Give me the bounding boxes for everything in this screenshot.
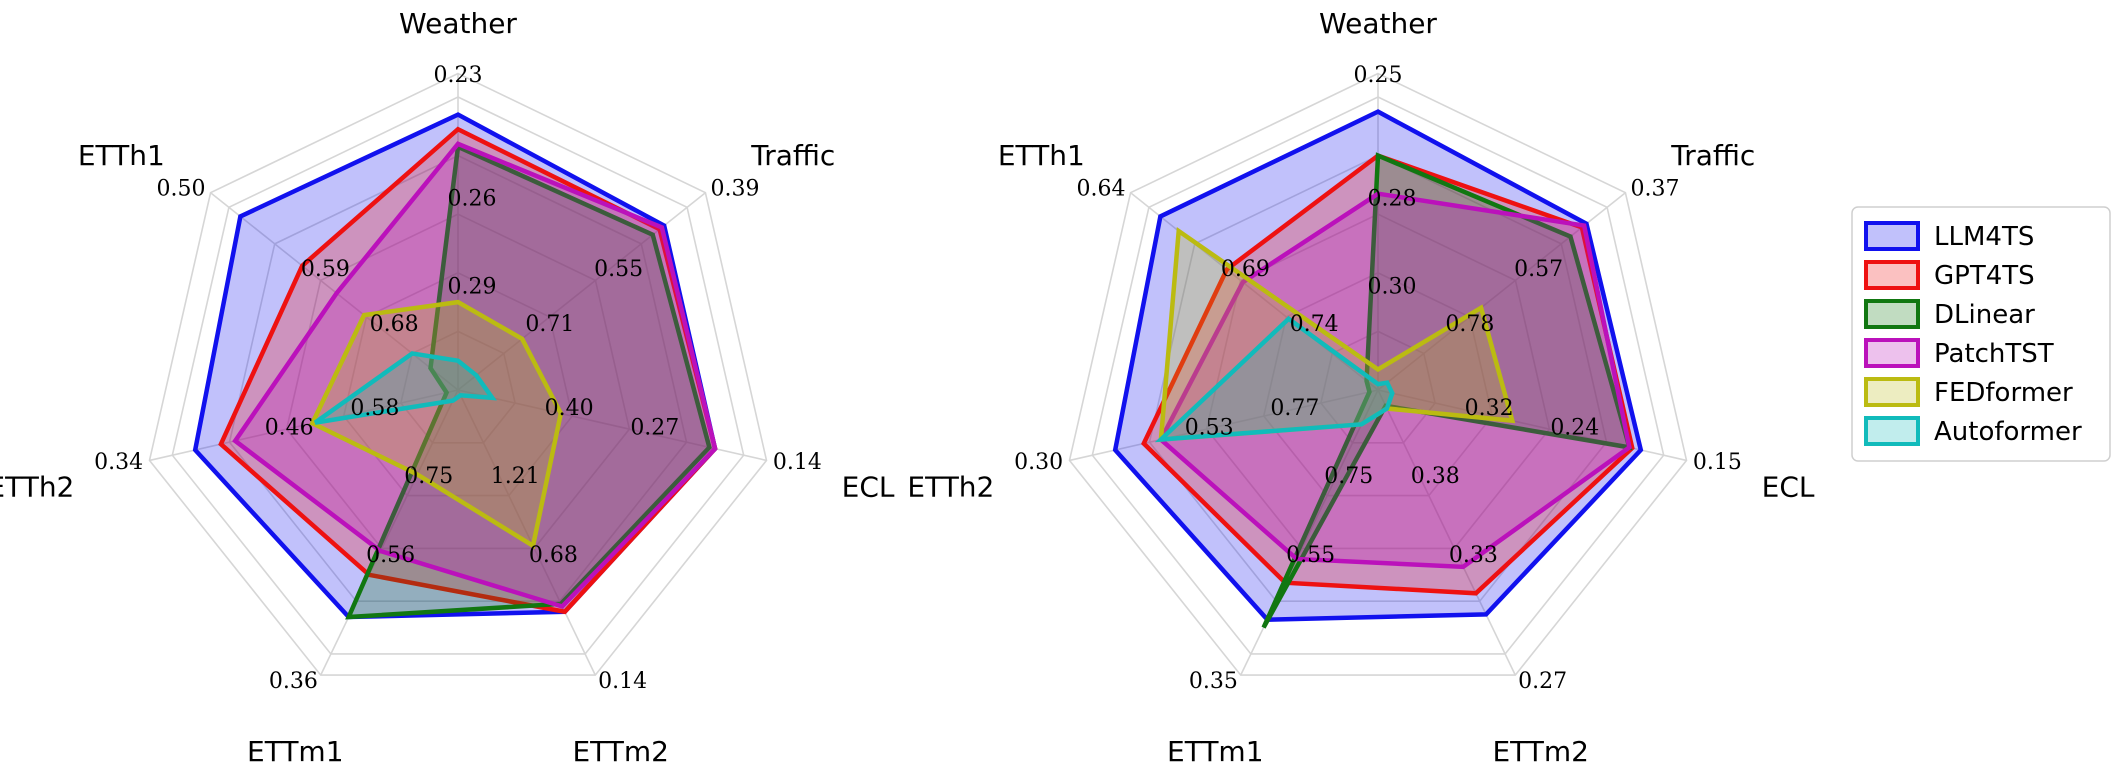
tick-label-weather-2: 0.26 [448,186,497,211]
legend-swatch-gpt4ts [1864,260,1920,290]
series-autoformer [1154,315,1395,443]
tick-label-ecl-2: 0.24 [1550,416,1599,441]
legend-swatch-patchtst [1864,338,1920,368]
legend-swatch-fedformer [1864,377,1920,407]
tick-label-ecl-1: 0.14 [773,450,822,475]
axis-label-etth1: ETTh1 [78,139,165,172]
spoke-ettm1 [319,389,459,676]
tick-label-etth1-3: 0.74 [1290,312,1339,337]
tick-label-ettm1-2: 0.55 [1286,543,1335,568]
tick-label-ettm1-2: 0.56 [366,543,415,568]
axis-label-traffic: Traffic [750,139,835,172]
axis-label-ettm1: ETTm1 [1167,735,1264,767]
tick-label-traffic-1: 0.37 [1631,177,1680,202]
tick-label-weather-3: 0.30 [1368,274,1417,299]
tick-label-weather-1: 0.23 [434,63,483,88]
tick-label-ettm2-1: 0.14 [598,669,647,694]
axis-label-etth2: ETTh2 [907,470,994,503]
spoke-etth2 [149,389,459,462]
grid-frame [148,72,768,676]
tick-label-ettm2-2: 0.68 [529,543,578,568]
radar-chart-right: 0.25 0.28 0.30 0.37 0.57 0.78 0.15 0.24 0.32 0.27… [907,7,1814,767]
axis-label-weather: Weather [399,7,517,40]
tick-label-traffic-2: 0.57 [1514,257,1563,282]
tick-label-ettm1-1: 0.35 [1189,669,1238,694]
grid-ring-3 [1205,213,1551,550]
radar-chart-left: 0.23 0.26 0.29 0.39 0.55 0.71 0.14 0.27 0.40 0.14… [0,7,895,767]
series-autoformer [313,351,497,425]
spoke-etth1 [210,192,459,391]
tick-label-weather-1: 0.25 [1354,63,1403,88]
grid-ring-5 [1091,96,1665,655]
tick-label-ettm1-1: 0.36 [269,669,318,694]
spoke-ecl [1377,389,1687,462]
axis-label-ettm1: ETTm1 [247,735,344,767]
tick-label-etth1-3: 0.68 [370,312,419,337]
grid-ring-2 [342,271,574,497]
tick-label-traffic-1: 0.39 [711,177,760,202]
series-llm4ts [1112,109,1644,622]
legend-label-patchtst: PatchTST [1934,339,2054,369]
tick-label-ettm1-3: 0.75 [1324,464,1373,489]
spoke-ettm2 [1377,389,1517,676]
series-dlinear [345,143,712,620]
series-patchtst [1158,191,1632,570]
tick-label-etth1-2: 0.69 [1221,257,1270,282]
series-fedformer [309,299,564,550]
spoke-etth2 [1069,389,1379,462]
tick-label-etth1-2: 0.59 [301,257,350,282]
legend: LLM4TS GPT4TS DLinear PatchTST FEDformer Auto… [1851,206,2111,462]
spoke-ettm2 [457,389,597,676]
tick-label-etth2-3: 0.77 [1270,396,1319,421]
axis-label-ecl: ECL [1762,470,1815,503]
tick-label-ettm2-3: 0.38 [1411,464,1460,489]
legend-label-llm4ts: LLM4TS [1934,222,2034,252]
axis-label-ecl: ECL [842,470,895,503]
tick-label-ettm2-2: 0.33 [1449,543,1498,568]
tick-label-weather-2: 0.28 [1368,186,1417,211]
tick-label-ettm2-3: 1.21 [491,464,540,489]
axis-label-etth1: ETTh1 [998,139,1085,172]
tick-label-ettm1-3: 0.75 [404,464,453,489]
legend-label-autoformer: Autoformer [1934,417,2082,447]
grid-ring-1 [1320,330,1436,444]
grid-ring-3 [285,213,631,550]
legend-swatch-llm4ts [1864,221,1920,251]
tick-label-etth2-3: 0.58 [350,396,399,421]
axis-label-etth2: ETTh2 [0,470,74,503]
tick-label-etth2-1: 0.34 [94,450,143,475]
grid-ring-4 [1148,154,1608,602]
legend-swatch-autoformer [1864,416,1920,446]
tick-label-ecl-3: 0.40 [545,396,594,421]
tick-label-etth2-2: 0.53 [1185,416,1234,441]
tick-label-ecl-3: 0.32 [1465,396,1514,421]
tick-label-ecl-2: 0.27 [630,416,679,441]
series-dlinear [1261,152,1633,629]
grid-ring-5 [171,96,745,655]
tick-label-etth2-1: 0.30 [1014,450,1063,475]
tick-label-traffic-2: 0.55 [594,257,643,282]
legend-label-dlinear: DLinear [1934,300,2035,330]
grid-ring-1 [400,330,516,444]
axis-label-traffic: Traffic [1670,139,1755,172]
tick-label-traffic-3: 0.78 [1445,312,1494,337]
axis-label-weather: Weather [1319,7,1437,40]
spoke-etth1 [1130,192,1379,391]
grid-ring-4 [228,154,688,602]
grid-ring-2 [1262,271,1494,497]
tick-label-ettm2-1: 0.27 [1518,669,1567,694]
legend-swatch-dlinear [1864,299,1920,329]
grid-frame [1068,72,1688,676]
tick-label-etth1-1: 0.50 [156,177,205,202]
tick-label-traffic-3: 0.71 [525,312,574,337]
legend-label-fedformer: FEDformer [1934,378,2073,408]
axis-label-ettm2: ETTm2 [572,735,669,767]
tick-label-etth1-1: 0.64 [1076,177,1125,202]
legend-label-gpt4ts: GPT4TS [1934,261,2035,291]
axis-label-ettm2: ETTm2 [1492,735,1589,767]
tick-label-etth2-2: 0.46 [265,416,314,441]
tick-label-ecl-1: 0.15 [1693,450,1742,475]
tick-label-weather-3: 0.29 [448,274,497,299]
